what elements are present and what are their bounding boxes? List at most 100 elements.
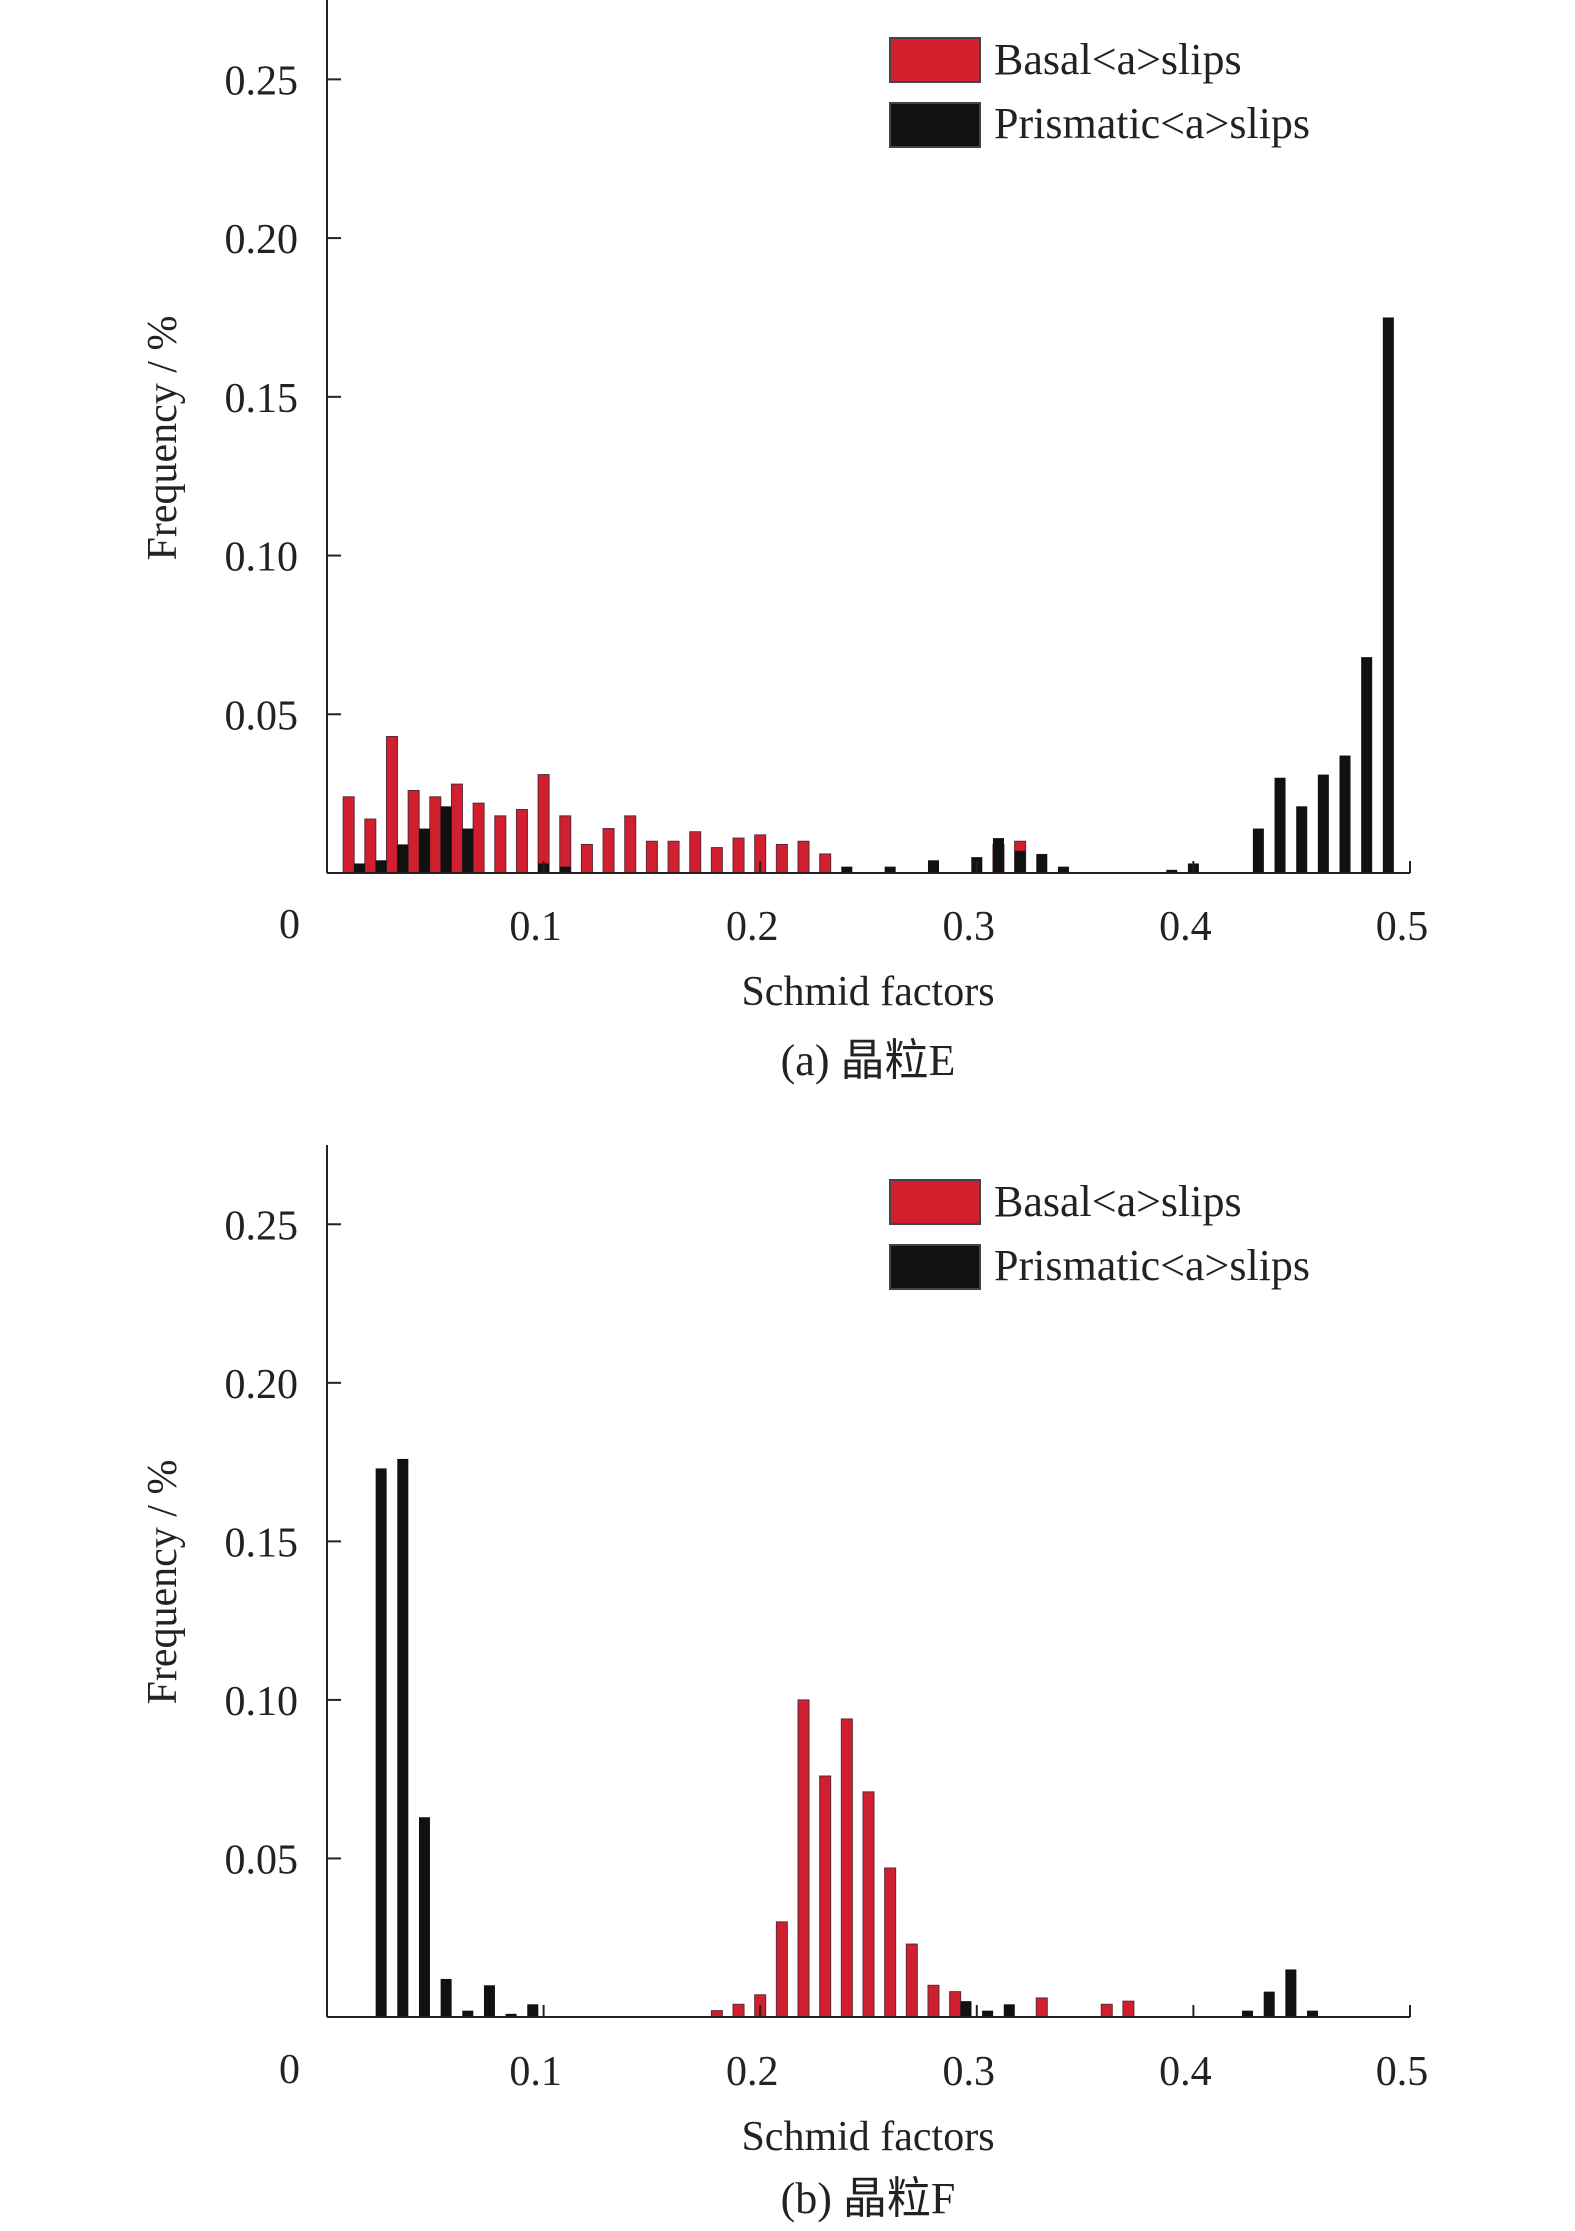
legend-label-prismatic: Prismatic<a>slips bbox=[994, 1241, 1310, 1290]
y-tick-label: 0.15 bbox=[225, 1520, 299, 1566]
y-axis-title: Frequency / % bbox=[140, 316, 186, 561]
bar-basal bbox=[602, 828, 615, 874]
y-axis-title: Frequency / % bbox=[140, 1460, 186, 1705]
x-tick-label: 0.2 bbox=[726, 2049, 779, 2095]
bar-prismatic bbox=[1003, 2004, 1015, 2017]
x-tick-label: 0.4 bbox=[1159, 2049, 1212, 2095]
bar-prismatic bbox=[440, 806, 452, 873]
y-tick-label: 0.05 bbox=[225, 1837, 299, 1883]
bar-basal bbox=[385, 735, 398, 874]
chart-a-svg: 0 0.05 0.10 0.15 0.20 0.25 0.1 0.2 0.3 0.4 0.5 Sc… bbox=[140, 0, 1428, 1085]
bar-basal bbox=[927, 1984, 940, 2018]
bar-basal bbox=[732, 837, 745, 874]
bar-basal bbox=[667, 840, 680, 874]
bar-prismatic bbox=[462, 2010, 474, 2017]
bar-basal bbox=[450, 783, 463, 874]
bar-basal bbox=[515, 809, 528, 874]
bar-basal bbox=[949, 1991, 962, 2018]
bar-prismatic bbox=[397, 844, 409, 873]
bar-basal bbox=[689, 831, 702, 874]
bar-basal bbox=[624, 815, 637, 874]
x-tick-label: 0.1 bbox=[509, 2049, 562, 2095]
x-axis-title: Schmid factors bbox=[741, 969, 994, 1015]
y-tick-label: 0.05 bbox=[225, 693, 299, 739]
y-tick-label: 0.20 bbox=[225, 1362, 299, 1408]
bar-prismatic bbox=[982, 2010, 994, 2017]
bar-prismatic bbox=[1263, 1991, 1275, 2017]
bar-prismatic bbox=[397, 1458, 409, 2017]
bar-prismatic bbox=[841, 866, 853, 873]
bar-prismatic bbox=[375, 1468, 387, 2017]
x-tick-label: 0.3 bbox=[943, 904, 996, 950]
bar-prismatic bbox=[418, 1817, 430, 2017]
bar-prismatic bbox=[559, 866, 571, 873]
bar-basal bbox=[364, 818, 377, 874]
legend-swatch-basal bbox=[889, 1179, 981, 1225]
chart-caption: (b) 晶粒F bbox=[781, 2174, 956, 2223]
bar-prismatic bbox=[1274, 777, 1286, 873]
y-tick-label: 0.15 bbox=[225, 376, 299, 422]
y-tick-label: 0.25 bbox=[225, 1203, 299, 1249]
y-tick-label: 0.20 bbox=[225, 217, 299, 263]
bar-prismatic bbox=[1296, 806, 1308, 873]
bar-prismatic bbox=[992, 838, 1004, 873]
x-axis-title: Schmid factors bbox=[741, 2114, 994, 2160]
x-ticks-group: 0.1 0.2 0.3 0.4 0.5 bbox=[509, 861, 1428, 950]
bar-prismatic bbox=[1036, 853, 1048, 873]
bar-prismatic bbox=[1252, 828, 1264, 873]
legend-label-prismatic: Prismatic<a>slips bbox=[994, 99, 1310, 148]
bar-basal bbox=[1100, 2003, 1113, 2018]
bar-basal bbox=[797, 840, 810, 874]
bar-prismatic bbox=[353, 863, 365, 873]
bar-basal bbox=[862, 1791, 875, 2018]
bar-basal bbox=[559, 815, 572, 874]
bar-prismatic bbox=[1307, 2010, 1319, 2017]
bar-basal bbox=[840, 1718, 853, 2018]
bar-prismatic bbox=[375, 860, 387, 873]
bar-basal bbox=[819, 853, 832, 874]
bar-prismatic bbox=[1014, 850, 1026, 873]
bar-prismatic bbox=[1285, 1969, 1297, 2017]
bar-prismatic bbox=[505, 2013, 517, 2017]
bar-prismatic bbox=[1057, 866, 1069, 873]
legend: Basal<a>slips Prismatic<a>slips bbox=[889, 1177, 1310, 1290]
bar-prismatic bbox=[1317, 774, 1329, 873]
y-tick-label: 0.10 bbox=[225, 535, 299, 581]
bar-basal bbox=[819, 1775, 832, 2018]
bar-prismatic bbox=[1382, 317, 1394, 873]
bar-prismatic bbox=[1361, 657, 1373, 873]
bar-prismatic bbox=[527, 2004, 539, 2017]
bar-basal bbox=[429, 796, 442, 874]
y-ticks-group: 0 0.05 0.10 0.15 0.20 0.25 bbox=[225, 58, 341, 948]
bar-basal bbox=[472, 802, 485, 874]
y-tick-label: 0 bbox=[279, 2047, 300, 2093]
chart-caption: (a) 晶粒E bbox=[781, 1036, 956, 1085]
x-tick-label: 0.4 bbox=[1159, 904, 1212, 950]
bars-group bbox=[342, 317, 1394, 874]
bar-prismatic bbox=[1166, 869, 1178, 873]
bar-basal bbox=[1035, 1997, 1048, 2018]
y-tick-label: 0.10 bbox=[225, 1679, 299, 1725]
y-tick-label: 0.25 bbox=[225, 58, 299, 104]
legend-swatch-prismatic bbox=[889, 1244, 981, 1290]
bar-basal bbox=[342, 796, 355, 874]
bar-basal bbox=[732, 2003, 745, 2018]
bar-basal bbox=[537, 774, 550, 874]
x-ticks-group: 0.1 0.2 0.3 0.4 0.5 bbox=[509, 2005, 1428, 2095]
bar-prismatic bbox=[462, 828, 474, 873]
legend-label-basal: Basal<a>slips bbox=[994, 1177, 1242, 1226]
x-tick-label: 0.5 bbox=[1376, 904, 1429, 950]
bar-basal bbox=[775, 1921, 788, 2018]
bar-basal bbox=[797, 1699, 810, 2018]
legend-swatch-prismatic bbox=[889, 102, 981, 148]
bar-basal bbox=[494, 815, 507, 874]
bar-basal bbox=[710, 847, 723, 874]
bar-prismatic bbox=[1242, 2010, 1254, 2017]
bar-basal bbox=[407, 789, 420, 874]
bar-basal bbox=[775, 843, 788, 874]
bar-basal bbox=[580, 843, 593, 874]
bar-prismatic bbox=[418, 828, 430, 873]
bar-prismatic bbox=[440, 1978, 452, 2017]
chart-panel-b: 0 0.05 0.10 0.15 0.20 0.25 0.1 0.2 0.3 0.4 0.5 Sc… bbox=[0, 1145, 1575, 2231]
x-tick-label: 0.1 bbox=[509, 904, 562, 950]
